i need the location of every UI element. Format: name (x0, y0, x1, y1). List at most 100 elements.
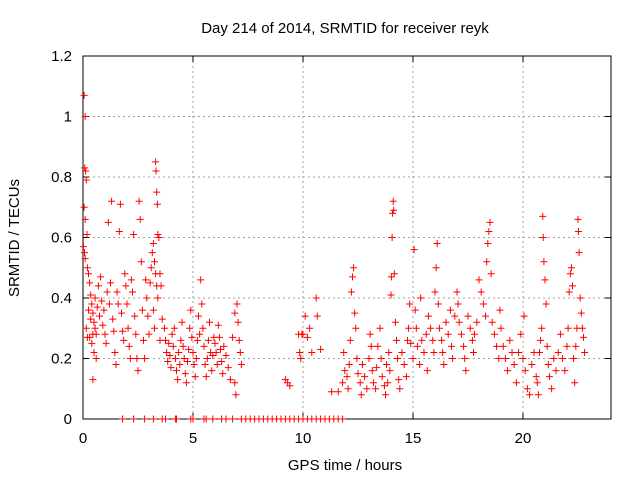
data-point (105, 300, 113, 308)
data-point (373, 364, 381, 372)
data-point (99, 321, 107, 329)
data-point (130, 415, 138, 423)
data-point (91, 294, 99, 302)
data-point (454, 300, 462, 308)
data-point (349, 273, 356, 281)
data-point (173, 415, 180, 423)
data-point (174, 376, 182, 384)
data-point (439, 348, 447, 356)
data-point (453, 288, 461, 296)
data-point (165, 339, 173, 347)
data-point (420, 348, 428, 356)
data-point (151, 258, 158, 266)
data-point (151, 324, 158, 332)
data-point (229, 333, 237, 341)
x-tick-label: 15 (405, 430, 422, 447)
data-point (429, 336, 437, 344)
data-point (101, 330, 109, 338)
data-point (85, 270, 92, 278)
data-point (554, 348, 562, 356)
data-point (534, 391, 542, 399)
data-point (236, 348, 244, 356)
data-point (490, 330, 498, 338)
data-point (160, 324, 168, 332)
data-point (237, 361, 245, 369)
data-point (167, 364, 175, 372)
data-point (576, 294, 584, 302)
data-point (232, 391, 240, 399)
y-tick-label: 0.4 (51, 290, 72, 307)
data-point (339, 379, 347, 387)
data-point (486, 218, 494, 226)
data-point (98, 297, 106, 305)
data-point (422, 330, 430, 338)
data-point (296, 348, 304, 356)
data-point (356, 379, 364, 387)
data-point (412, 324, 420, 332)
data-point (301, 312, 309, 320)
data-point (567, 264, 575, 272)
data-point (113, 288, 121, 296)
data-point (433, 240, 441, 248)
data-point (520, 312, 528, 320)
data-point (189, 348, 197, 356)
data-point (155, 234, 163, 241)
y-axis-label: SRMTID / TECUs (6, 179, 23, 297)
data-point (220, 342, 228, 350)
data-point (166, 351, 174, 359)
data-point (440, 361, 448, 369)
data-point (231, 309, 239, 317)
data-point (347, 288, 355, 296)
data-point (103, 288, 111, 296)
data-point (565, 288, 573, 296)
data-point (574, 215, 582, 223)
data-point (580, 333, 587, 341)
data-point (372, 385, 380, 393)
data-point (496, 306, 504, 314)
data-point (152, 158, 160, 166)
data-point (299, 330, 307, 338)
data-point (411, 306, 419, 314)
data-point (402, 373, 410, 381)
data-point (133, 355, 141, 362)
data-point (170, 324, 178, 332)
data-point (541, 276, 549, 284)
data-point (344, 385, 352, 393)
data-point (102, 339, 110, 347)
data-point (200, 415, 208, 423)
data-point (202, 373, 210, 381)
data-point (523, 385, 531, 393)
data-point (91, 324, 99, 332)
data-point (404, 336, 411, 344)
data-point (519, 355, 527, 362)
data-point (495, 355, 503, 362)
data-point (189, 415, 197, 423)
data-point (87, 291, 95, 299)
data-point (80, 91, 88, 99)
data-point (92, 355, 100, 362)
data-point (222, 415, 230, 423)
data-point (506, 336, 514, 344)
data-point (143, 294, 151, 302)
data-point (386, 367, 394, 375)
data-point (83, 230, 91, 238)
data-point (352, 324, 360, 332)
data-point (361, 373, 369, 381)
data-point (195, 312, 202, 320)
data-point (369, 379, 377, 387)
data-point (162, 415, 169, 423)
data-point (317, 345, 325, 353)
data-point (138, 306, 146, 314)
data-point (571, 379, 579, 387)
data-point (97, 273, 105, 281)
data-point (83, 264, 91, 272)
data-point (539, 212, 547, 220)
data-point (125, 342, 133, 350)
data-point (578, 324, 586, 332)
data-point (574, 227, 582, 235)
data-point (96, 312, 103, 320)
data-point (206, 318, 213, 326)
data-point (214, 321, 222, 329)
data-point (545, 373, 553, 381)
data-point (471, 330, 479, 338)
